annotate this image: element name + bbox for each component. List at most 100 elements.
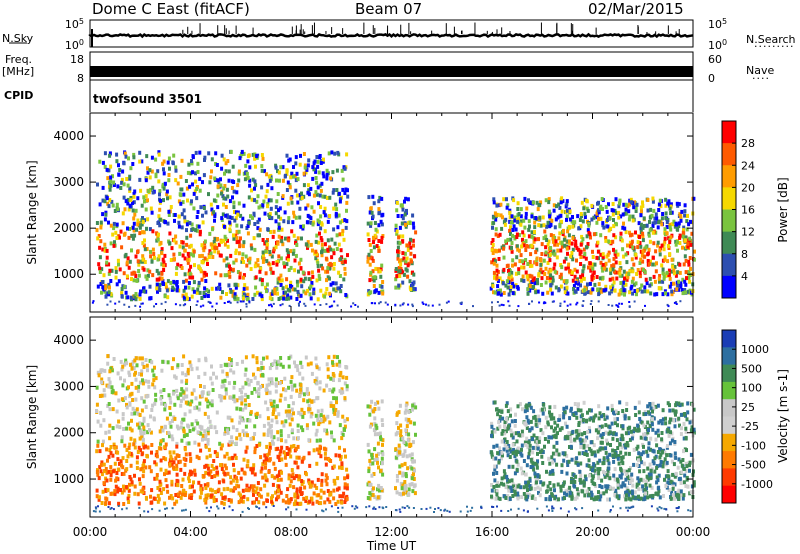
- scatter-cell: [653, 262, 657, 267]
- scatter-cell: [491, 225, 494, 230]
- scatter-cell: [151, 229, 155, 234]
- scatter-cell: [223, 431, 227, 436]
- scatter-cell: [162, 167, 165, 172]
- scatter-cell: [271, 234, 275, 239]
- scatter-cell: [493, 248, 497, 253]
- scatter-cell: [131, 406, 135, 411]
- scatter-cell: [545, 224, 549, 229]
- scatter-cell: [200, 243, 204, 248]
- scatter-cell: [244, 405, 248, 410]
- scatter-cell: [263, 241, 267, 246]
- scatter-cell: [498, 304, 501, 307]
- scatter-cell: [245, 303, 248, 305]
- scatter-cell: [290, 384, 294, 389]
- scatter-cell: [311, 501, 315, 506]
- scatter-cell: [216, 237, 219, 241]
- scatter-cell: [500, 456, 503, 461]
- scatter-cell: [137, 372, 141, 376]
- scatter-cell: [192, 480, 195, 485]
- scatter-cell: [170, 246, 174, 251]
- scatter-cell: [245, 286, 249, 291]
- scatter-cell: [194, 150, 198, 155]
- scatter-cell: [312, 167, 316, 172]
- scatter-cell: [330, 430, 333, 435]
- scatter-cell: [325, 303, 328, 306]
- scatter-cell: [597, 292, 601, 297]
- scatter-cell: [220, 467, 224, 471]
- scatter-cell: [510, 241, 514, 246]
- scatter-cell: [300, 365, 304, 369]
- scatter-cell: [530, 263, 534, 268]
- scatter-cell: [564, 256, 568, 261]
- scatter-cell: [319, 495, 323, 500]
- scatter-cell: [528, 302, 531, 305]
- scatter-cells: [91, 149, 696, 308]
- scatter-cell: [648, 283, 652, 288]
- scatter-cell: [183, 215, 187, 220]
- scatter-cell: [293, 258, 297, 263]
- scatter-cell: [673, 265, 677, 269]
- scatter-cell: [493, 290, 497, 295]
- scatter-cell: [661, 417, 665, 422]
- scatter-cell: [597, 208, 601, 213]
- scatter-cell: [169, 456, 173, 461]
- scatter-cell: [219, 398, 223, 403]
- scatter-cell: [645, 281, 649, 286]
- scatter-cell: [431, 304, 434, 307]
- scatter-cell: [290, 417, 294, 422]
- scatter-cell: [209, 175, 213, 180]
- scatter-cell: [254, 183, 258, 188]
- scatter-cell: [618, 261, 622, 266]
- scatter-cell: [131, 359, 135, 364]
- scatter-cell: [256, 233, 260, 238]
- scatter-cell: [148, 168, 152, 173]
- scatter-cell: [345, 417, 349, 422]
- scatter-cell: [171, 285, 175, 290]
- scatter-cell: [162, 268, 166, 272]
- scatter-cell: [251, 466, 255, 471]
- scatter-cell: [235, 240, 239, 245]
- scatter-cell: [628, 230, 631, 235]
- scatter-cell: [688, 236, 692, 241]
- scatter-cell: [108, 436, 112, 441]
- scatter-cell: [648, 220, 651, 224]
- scatter-cell: [198, 232, 202, 237]
- scatter-cell: [318, 231, 321, 236]
- scatter-cell: [566, 239, 570, 244]
- scatter-cell: [507, 269, 510, 273]
- scatter-cell: [521, 237, 524, 242]
- scatter-cell: [218, 441, 222, 446]
- scatter-cell: [320, 472, 324, 477]
- scatter-cell: [134, 254, 138, 259]
- scatter-cell: [522, 218, 526, 223]
- scatter-cell: [548, 461, 552, 466]
- scatter-cell: [517, 233, 521, 237]
- scatter-cell: [223, 273, 227, 278]
- scatter-cell: [105, 497, 109, 502]
- scatter-cell: [167, 213, 171, 217]
- scatter-cell: [655, 480, 659, 485]
- scatter-cell: [587, 487, 591, 491]
- scatter-cell: [165, 416, 169, 421]
- scatter-cell: [137, 501, 141, 506]
- scatter-cell: [236, 183, 240, 188]
- scatter-cell: [536, 281, 540, 286]
- scatter-cell: [108, 369, 112, 374]
- scatter-cell: [220, 443, 224, 448]
- scatter-cell: [246, 459, 250, 464]
- scatter-cell: [332, 248, 335, 253]
- scatter-cell: [339, 248, 343, 253]
- scatter-cell: [523, 440, 527, 445]
- scatter-cell: [97, 262, 101, 267]
- scatter-cell: [412, 272, 416, 277]
- scatter-cell: [188, 184, 192, 189]
- scatter-cell: [255, 389, 258, 394]
- scatter-cell: [157, 277, 161, 282]
- scatter-cell: [103, 469, 106, 474]
- scatter-cell: [585, 206, 589, 211]
- scatter-cell: [258, 493, 261, 498]
- scatter-cell: [238, 271, 242, 276]
- scatter-cell: [228, 363, 232, 368]
- scatter-cell: [672, 268, 676, 273]
